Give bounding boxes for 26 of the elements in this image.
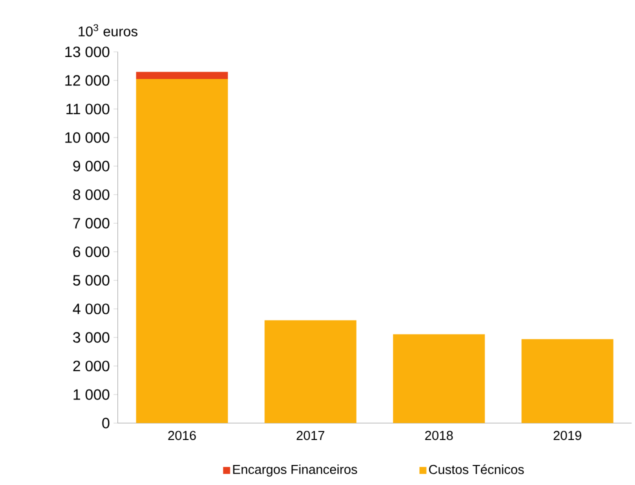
y-tick-label: 0 bbox=[102, 418, 110, 428]
legend-label: Encargos Financeiros bbox=[233, 464, 358, 477]
y-tick-label: 8 000 bbox=[73, 189, 110, 200]
y-axis-title: 10$^{3}$ euros bbox=[78, 24, 138, 36]
y-tick-label: 11 000 bbox=[66, 104, 110, 114]
y-tick-label: 10 000 bbox=[65, 132, 110, 143]
x-tick-label: 2018 bbox=[425, 430, 453, 440]
bar bbox=[136, 79, 228, 424]
x-tick-label: 2019 bbox=[554, 430, 582, 440]
bar bbox=[264, 320, 356, 424]
bar bbox=[136, 72, 228, 80]
y-tick-label: 9 000 bbox=[73, 160, 110, 172]
y-tick-label: 13 000 bbox=[65, 46, 110, 58]
bar bbox=[393, 334, 485, 424]
y-tick-label: 2 000 bbox=[73, 360, 110, 372]
y-tick-label: 3 000 bbox=[73, 332, 110, 343]
y-tick-label: 7 000 bbox=[73, 218, 110, 229]
bar bbox=[522, 339, 614, 424]
y-tick-label: 4 000 bbox=[72, 304, 110, 314]
y-tick-label: 6 000 bbox=[73, 246, 110, 258]
x-tick-label: 2017 bbox=[296, 430, 324, 440]
x-tick-label: 2016 bbox=[168, 430, 196, 440]
y-tick-label: 1 000 bbox=[74, 389, 110, 400]
y-tick-label: 5 000 bbox=[73, 275, 110, 286]
y-tick-label: 12 000 bbox=[65, 75, 110, 86]
legend-label: Custos Técnicos bbox=[429, 464, 524, 474]
